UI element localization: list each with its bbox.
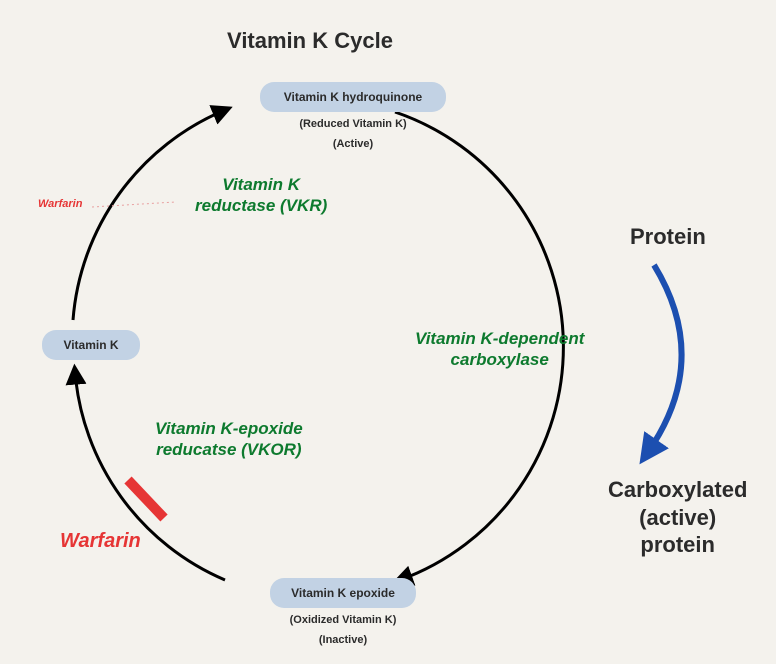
protein-bottom-line2: (active) xyxy=(639,505,716,530)
enzyme-vkr: Vitamin K reductase (VKR) xyxy=(195,174,327,217)
node-vitamin-k: Vitamin K xyxy=(42,330,140,360)
node-epoxide-label: Vitamin K epoxide xyxy=(291,586,395,600)
enzyme-carboxylase: Vitamin K-dependent carboxylase xyxy=(415,328,584,371)
node-hydroquinone: Vitamin K hydroquinone xyxy=(260,82,446,112)
enzyme-vkor: Vitamin K-epoxide reducatse (VKOR) xyxy=(155,418,303,461)
node-hydroquinone-label: Vitamin K hydroquinone xyxy=(284,90,422,104)
enzyme-vkr-line1: Vitamin K xyxy=(222,175,300,194)
enzyme-vkor-line1: Vitamin K-epoxide xyxy=(155,419,303,438)
node-epoxide-sub1: (Oxidized Vitamin K) xyxy=(260,614,426,626)
enzyme-vkor-line2: reducatse (VKOR) xyxy=(156,440,301,459)
node-epoxide-sub2: (Inactive) xyxy=(260,634,426,646)
protein-bottom-label: Carboxylated (active) protein xyxy=(608,476,747,559)
warfarin-small-label: Warfarin xyxy=(38,198,82,210)
enzyme-carboxylase-line2: carboxylase xyxy=(451,350,549,369)
protein-bottom-line1: Carboxylated xyxy=(608,477,747,502)
protein-top-label: Protein xyxy=(630,224,706,250)
protein-bottom-line3: protein xyxy=(640,532,715,557)
diagram-title: Vitamin K Cycle xyxy=(0,28,620,54)
node-epoxide: Vitamin K epoxide xyxy=(270,578,416,608)
enzyme-vkr-line2: reductase (VKR) xyxy=(195,196,327,215)
node-hydroquinone-sub1: (Reduced Vitamin K) xyxy=(260,118,446,130)
enzyme-carboxylase-line1: Vitamin K-dependent xyxy=(415,329,584,348)
warfarin-big-label: Warfarin xyxy=(60,530,141,553)
node-vitamin-k-label: Vitamin K xyxy=(63,338,118,352)
node-hydroquinone-sub2: (Active) xyxy=(260,138,446,150)
